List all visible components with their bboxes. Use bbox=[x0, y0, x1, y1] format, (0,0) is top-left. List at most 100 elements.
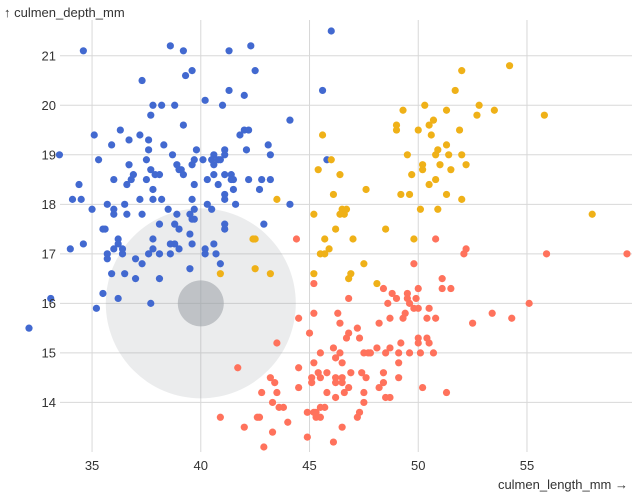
data-point bbox=[316, 374, 324, 382]
data-point bbox=[473, 111, 481, 119]
data-point bbox=[336, 319, 344, 327]
data-point bbox=[332, 374, 340, 382]
data-point bbox=[216, 413, 224, 421]
data-point bbox=[221, 225, 229, 233]
data-point bbox=[179, 47, 187, 55]
data-point bbox=[345, 294, 353, 303]
data-point bbox=[395, 359, 403, 367]
data-point bbox=[321, 403, 329, 411]
data-point bbox=[347, 369, 355, 377]
data-point bbox=[240, 91, 248, 99]
data-point bbox=[114, 235, 122, 243]
data-point bbox=[75, 180, 83, 189]
data-point bbox=[47, 294, 55, 303]
data-point bbox=[186, 230, 194, 238]
data-point bbox=[190, 215, 198, 223]
data-point bbox=[201, 245, 209, 253]
data-point bbox=[447, 284, 455, 293]
data-point bbox=[399, 106, 407, 114]
data-point bbox=[353, 413, 361, 421]
data-point bbox=[421, 101, 429, 109]
x-tick-label: 55 bbox=[520, 458, 534, 473]
data-point bbox=[160, 141, 168, 149]
data-point bbox=[318, 86, 327, 95]
y-tick-label: 14 bbox=[42, 395, 56, 410]
data-point bbox=[434, 205, 442, 213]
data-point bbox=[188, 195, 196, 203]
data-point bbox=[210, 240, 218, 248]
data-point bbox=[212, 250, 220, 258]
x-tick-label: 50 bbox=[411, 458, 425, 473]
data-point bbox=[334, 309, 342, 317]
data-point bbox=[425, 180, 433, 189]
data-point bbox=[425, 304, 433, 312]
data-point bbox=[251, 235, 259, 243]
data-point bbox=[325, 245, 333, 253]
data-point bbox=[203, 175, 211, 184]
data-point bbox=[201, 96, 209, 104]
y-tick-label: 21 bbox=[42, 48, 56, 63]
data-point bbox=[469, 319, 477, 327]
data-point bbox=[442, 141, 451, 149]
data-point bbox=[458, 195, 466, 203]
data-point bbox=[308, 379, 316, 387]
data-point bbox=[358, 369, 366, 377]
y-tick-label: 16 bbox=[42, 296, 56, 311]
data-point bbox=[382, 393, 390, 402]
data-point bbox=[258, 175, 266, 184]
data-point bbox=[149, 245, 157, 253]
data-point bbox=[168, 151, 177, 159]
data-point bbox=[488, 309, 496, 317]
data-point bbox=[336, 349, 344, 357]
data-point bbox=[266, 151, 274, 159]
data-point bbox=[525, 299, 533, 307]
data-point bbox=[397, 339, 405, 347]
data-point bbox=[340, 388, 348, 397]
data-point bbox=[360, 260, 368, 268]
data-point bbox=[175, 166, 183, 174]
data-point bbox=[423, 314, 431, 322]
data-point bbox=[173, 210, 181, 218]
data-point bbox=[432, 314, 440, 322]
data-point bbox=[166, 240, 174, 248]
data-point bbox=[462, 161, 470, 169]
data-point bbox=[429, 116, 438, 124]
data-point bbox=[338, 423, 346, 431]
data-point bbox=[225, 47, 233, 55]
data-point bbox=[25, 324, 33, 332]
data-point bbox=[327, 156, 335, 164]
data-point bbox=[99, 289, 107, 298]
data-point bbox=[210, 171, 218, 179]
data-point bbox=[186, 265, 194, 273]
data-point bbox=[414, 284, 422, 293]
data-point bbox=[121, 270, 129, 278]
data-point bbox=[412, 294, 420, 303]
data-point bbox=[199, 156, 207, 164]
data-point bbox=[190, 205, 198, 213]
data-point bbox=[214, 180, 222, 189]
data-point bbox=[103, 200, 111, 208]
data-point bbox=[303, 433, 311, 441]
data-point bbox=[149, 185, 157, 194]
data-point bbox=[310, 210, 318, 218]
data-point bbox=[125, 161, 133, 169]
data-point bbox=[310, 270, 318, 278]
data-point bbox=[131, 255, 140, 263]
data-point bbox=[147, 299, 155, 307]
data-point bbox=[623, 250, 631, 258]
data-point bbox=[362, 185, 370, 194]
data-point bbox=[216, 260, 224, 268]
data-point bbox=[171, 220, 179, 228]
data-point bbox=[166, 42, 174, 50]
data-point bbox=[273, 339, 281, 347]
data-point bbox=[438, 275, 446, 283]
data-point bbox=[379, 369, 388, 377]
data-point bbox=[123, 210, 131, 218]
data-point bbox=[432, 151, 440, 159]
data-point bbox=[90, 131, 98, 139]
data-point bbox=[225, 86, 233, 95]
data-point bbox=[231, 200, 240, 208]
data-point bbox=[329, 190, 338, 199]
data-point bbox=[432, 175, 440, 184]
data-point bbox=[101, 225, 109, 233]
